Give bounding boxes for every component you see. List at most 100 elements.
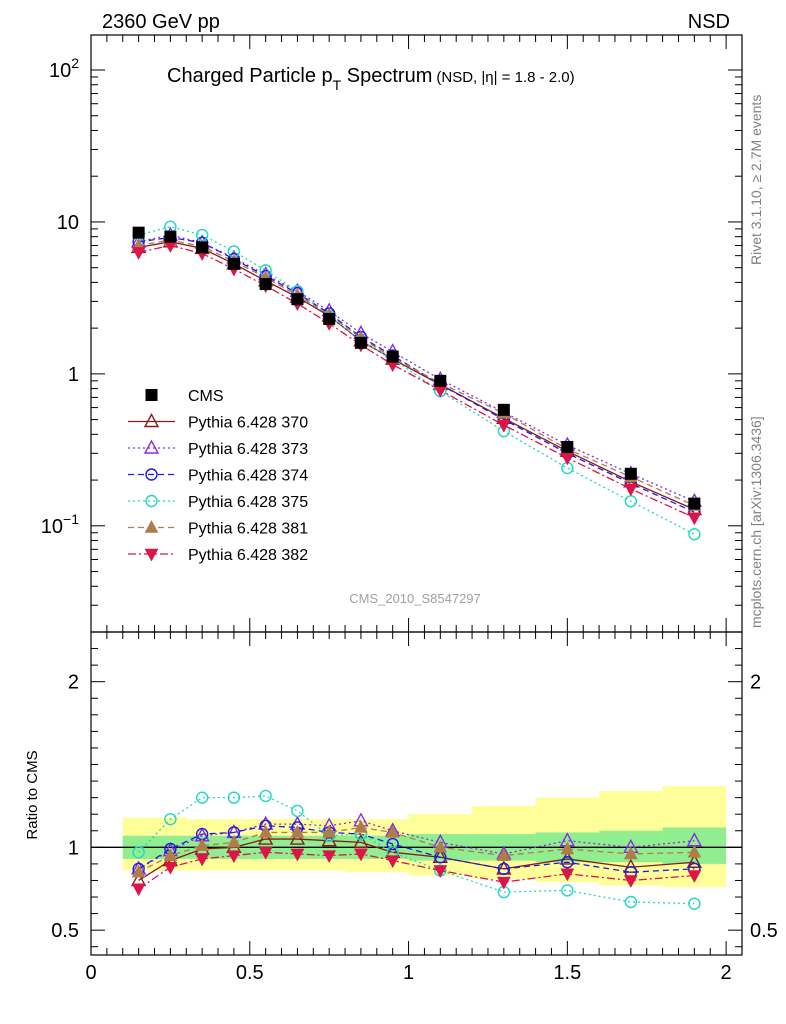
ratio-data-point	[322, 824, 337, 838]
ratio-data-point	[560, 868, 575, 882]
ratio-data-point	[623, 858, 639, 873]
y-tick-label: 10	[57, 212, 79, 234]
data-point	[688, 528, 701, 541]
header-left: 2360 GeV pp	[102, 11, 220, 33]
legend-item-pythia-6-428-374: Pythia 6.428 374	[128, 468, 308, 485]
data-point	[196, 241, 209, 254]
data-point	[497, 403, 510, 416]
legend-label: CMS	[188, 388, 224, 405]
ratio-data-point	[496, 876, 511, 890]
ratio-series-line	[138, 825, 695, 873]
legend-item-cms: CMS	[145, 388, 224, 405]
ratio-y-tick-label-right: 0.5	[750, 920, 778, 942]
data-point	[624, 467, 637, 480]
y-tick-label-exp: −1	[63, 511, 79, 527]
legend-label: Pythia 6.428 382	[188, 547, 308, 564]
series-line	[138, 244, 695, 519]
ratio-data-point	[289, 830, 306, 845]
ratio-series-pythia-6-428-381	[131, 819, 702, 878]
ratio-data-point	[623, 875, 638, 888]
legend-item-pythia-6-428-382: Pythia 6.428 382	[128, 547, 308, 564]
data-point	[496, 419, 511, 433]
ratio-data-point	[687, 870, 702, 884]
y-tick-label: 10−1	[41, 511, 79, 538]
ratio-data-point	[226, 834, 241, 848]
ratio-data-point	[624, 895, 638, 909]
series-pythia-6-428-375	[132, 220, 701, 541]
legend-label: Pythia 6.428 373	[188, 441, 308, 458]
data-point	[623, 483, 638, 497]
x-tick-label: 0	[85, 962, 96, 984]
legend-item-pythia-6-428-373: Pythia 6.428 373	[128, 439, 308, 458]
legend-label: Pythia 6.428 375	[188, 494, 308, 511]
ratio-data-point	[164, 812, 177, 826]
ratio-data-point	[195, 838, 210, 851]
data-point	[131, 247, 146, 260]
legend-marker	[145, 389, 158, 401]
ratio-data-point	[354, 819, 368, 833]
ratio-data-point	[385, 855, 400, 869]
x-tick-label: 0.5	[236, 962, 264, 984]
ratio-data-point	[687, 844, 702, 858]
legend-marker	[144, 519, 159, 533]
ratio-panel: 0.5 0.5 1 2 2 0 0.5 1 1.5 2	[51, 631, 778, 984]
data-point	[164, 230, 177, 243]
ratio-data-point	[561, 856, 574, 869]
data-point	[687, 512, 702, 526]
data-point	[688, 497, 701, 510]
data-point	[354, 336, 367, 349]
y-tick-label-base: 10	[57, 212, 79, 234]
y-tick-label-base: 10	[41, 516, 63, 538]
ratio-data-point	[688, 897, 701, 910]
y-tick-label-exp: 2	[71, 55, 79, 71]
ratio-data-point	[433, 839, 448, 853]
ratio-data-point	[226, 850, 241, 864]
legend-label: Pythia 6.428 381	[188, 521, 308, 538]
ratio-data-point	[290, 824, 305, 838]
series-cms	[132, 226, 701, 510]
legend-item-pythia-6-428-375: Pythia 6.428 375	[128, 494, 308, 511]
data-point	[291, 293, 304, 306]
ratio-data-point	[131, 883, 146, 897]
legend: CMS Pythia 6.428 370 Pythia 6.428 373 Pythi…	[128, 388, 308, 564]
ratio-data-point	[291, 804, 304, 818]
ratio-data-point	[257, 830, 274, 845]
y-tick-label-base: 1	[68, 364, 79, 386]
ratio-data-point	[561, 884, 574, 897]
ratio-data-point	[322, 850, 337, 864]
main-plot-title: Charged Particle pT Spectrum (NSD, |η| = …	[167, 65, 575, 93]
data-point	[561, 441, 574, 454]
y-tick-label-base: 10	[49, 60, 71, 82]
ratio-data-point	[227, 791, 241, 804]
ratio-data-point	[258, 847, 273, 860]
ratio-data-point	[433, 865, 448, 879]
ratio-data-point	[195, 791, 209, 804]
data-point	[132, 226, 145, 239]
watermark: CMS_2010_S8547297	[349, 591, 481, 606]
ratio-data-point	[258, 824, 273, 838]
x-tick-label: 1.5	[553, 962, 581, 984]
legend-marker	[145, 468, 158, 481]
ratio-data-point	[560, 841, 575, 855]
data-point	[560, 452, 575, 466]
ratio-data-point	[131, 864, 146, 878]
data-point	[386, 350, 399, 363]
ratio-series-line	[138, 826, 695, 873]
ratio-data-point	[195, 853, 210, 867]
data-point	[434, 374, 447, 387]
data-point	[433, 385, 448, 398]
ratio-data-point	[497, 862, 511, 876]
ratio-series-pythia-6-428-382	[131, 847, 702, 897]
ratio-y-tick-label: 2	[68, 672, 79, 694]
y-tick-label: 1	[68, 364, 79, 386]
ratio-data-point	[354, 848, 368, 862]
series-pythia-6-428-373	[130, 226, 703, 507]
legend-item-pythia-6-428-381: Pythia 6.428 381	[128, 519, 308, 538]
ratio-data-point	[163, 861, 178, 875]
ratio-data-point	[290, 848, 305, 862]
legend-marker	[143, 413, 160, 428]
ratio-ylabel: Ratio to CMS	[24, 750, 41, 839]
ratio-data-point	[163, 848, 178, 861]
